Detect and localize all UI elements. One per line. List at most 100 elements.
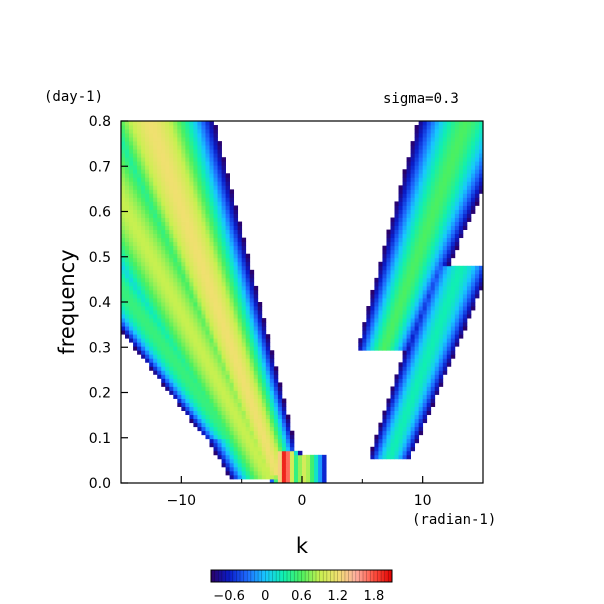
field-cell	[466, 306, 472, 311]
field-cell	[229, 442, 235, 448]
field-cell	[265, 390, 271, 395]
field-cell	[370, 446, 375, 452]
field-cell	[253, 310, 259, 315]
field-cell	[273, 426, 279, 432]
field-cell	[165, 161, 170, 166]
field-cell	[201, 306, 206, 311]
field-cell	[257, 362, 263, 367]
field-cell	[209, 237, 214, 243]
field-cell	[125, 157, 130, 162]
field-cell	[450, 209, 456, 214]
field-cell	[197, 374, 202, 379]
field-cell	[462, 133, 468, 138]
field-cell	[265, 378, 271, 383]
field-cell	[237, 362, 243, 367]
field-cell	[205, 153, 210, 158]
field-cell	[165, 241, 170, 247]
field-cell	[378, 273, 383, 279]
field-cell	[149, 366, 154, 371]
field-cell	[406, 161, 411, 166]
field-cell	[141, 289, 146, 295]
field-cell	[177, 326, 182, 331]
field-cell	[169, 285, 174, 291]
field-cell	[209, 161, 214, 166]
field-cell	[426, 366, 432, 371]
field-cell	[125, 314, 130, 319]
field-cell	[454, 125, 460, 130]
field-cell	[153, 229, 158, 235]
field-cell	[265, 346, 271, 351]
field-cell	[474, 193, 480, 198]
field-cell	[213, 169, 218, 174]
field-cell	[382, 422, 387, 428]
field-cell	[249, 450, 255, 456]
field-cell	[442, 269, 448, 275]
field-cell	[197, 366, 202, 371]
field-cell	[269, 430, 275, 436]
field-cell	[289, 446, 295, 452]
field-cell	[233, 241, 239, 247]
field-cell	[374, 322, 379, 327]
field-cell	[133, 310, 138, 315]
field-cell	[382, 261, 387, 267]
field-cell	[394, 225, 399, 230]
field-cell	[121, 181, 126, 186]
field-cell	[386, 414, 391, 420]
field-cell	[466, 310, 472, 315]
field-cell	[181, 237, 186, 243]
field-cell	[430, 261, 436, 267]
field-cell	[450, 277, 456, 283]
field-cell	[418, 129, 424, 134]
field-cell	[378, 289, 383, 295]
field-cell	[430, 322, 436, 327]
field-cell	[229, 302, 235, 307]
field-cell	[189, 302, 194, 307]
field-cell	[438, 338, 444, 343]
field-cell	[454, 153, 460, 158]
field-cell	[422, 326, 428, 331]
field-cell	[402, 306, 407, 311]
field-cell	[430, 169, 436, 174]
field-cell	[446, 169, 452, 174]
field-cell	[277, 422, 283, 428]
field-cell	[241, 293, 247, 299]
field-cell	[237, 410, 243, 416]
y-tick-label: 0.4	[89, 295, 111, 311]
field-cell	[386, 338, 391, 343]
field-cell	[145, 209, 150, 214]
field-cell	[157, 169, 162, 174]
field-cell	[458, 265, 464, 271]
field-cell	[189, 229, 194, 235]
field-cell	[386, 281, 391, 287]
field-cell	[221, 342, 226, 347]
field-cell	[213, 197, 218, 202]
field-cell	[205, 354, 210, 359]
field-cell	[442, 297, 448, 303]
field-cell	[434, 326, 440, 331]
field-cell	[261, 382, 267, 387]
field-cell	[173, 225, 178, 230]
field-cell	[382, 265, 387, 271]
field-cell	[478, 165, 483, 170]
field-cell	[402, 277, 407, 283]
field-cell	[370, 338, 375, 343]
field-cell	[129, 289, 134, 295]
y-axis-title: frequency	[55, 249, 79, 354]
field-cell	[478, 273, 483, 279]
field-cell	[402, 237, 407, 243]
field-cell	[430, 181, 436, 186]
field-cell	[410, 173, 416, 178]
field-cell	[390, 281, 395, 287]
field-cell	[470, 289, 476, 295]
field-cell	[394, 310, 399, 315]
field-cell	[458, 334, 464, 339]
field-cell	[177, 398, 182, 403]
field-cell	[442, 125, 448, 130]
field-cell	[205, 241, 210, 247]
field-cell	[197, 426, 202, 432]
field-cell	[141, 237, 146, 243]
field-cell	[261, 366, 267, 371]
field-cell	[193, 277, 198, 283]
field-cell	[193, 149, 198, 154]
field-cell	[253, 342, 259, 347]
